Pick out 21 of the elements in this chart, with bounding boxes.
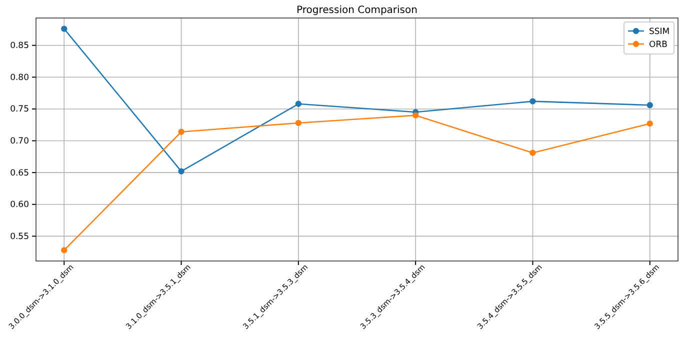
- y-tick-label: 0.65: [10, 168, 29, 178]
- y-tick-label: 0.75: [10, 104, 29, 115]
- point: [61, 247, 68, 254]
- point: [646, 120, 653, 127]
- point: [646, 102, 653, 108]
- y-tick-label: 0.85: [10, 41, 29, 52]
- point: [295, 100, 302, 107]
- point: [61, 26, 68, 32]
- legend-label: ORB: [649, 40, 668, 50]
- point: [295, 120, 302, 126]
- y-tick-label: 0.55: [10, 232, 29, 242]
- point: [412, 112, 419, 118]
- point: [530, 98, 536, 104]
- legend-label: SSIM: [649, 27, 670, 37]
- y-tick-label: 0.80: [10, 72, 29, 83]
- y-tick-label: 0.60: [10, 200, 29, 210]
- point: [530, 150, 536, 156]
- y-tick-label: 0.70: [10, 136, 29, 146]
- point: [178, 128, 184, 135]
- point: [178, 168, 184, 174]
- chart-title: Progression Comparison: [296, 5, 418, 16]
